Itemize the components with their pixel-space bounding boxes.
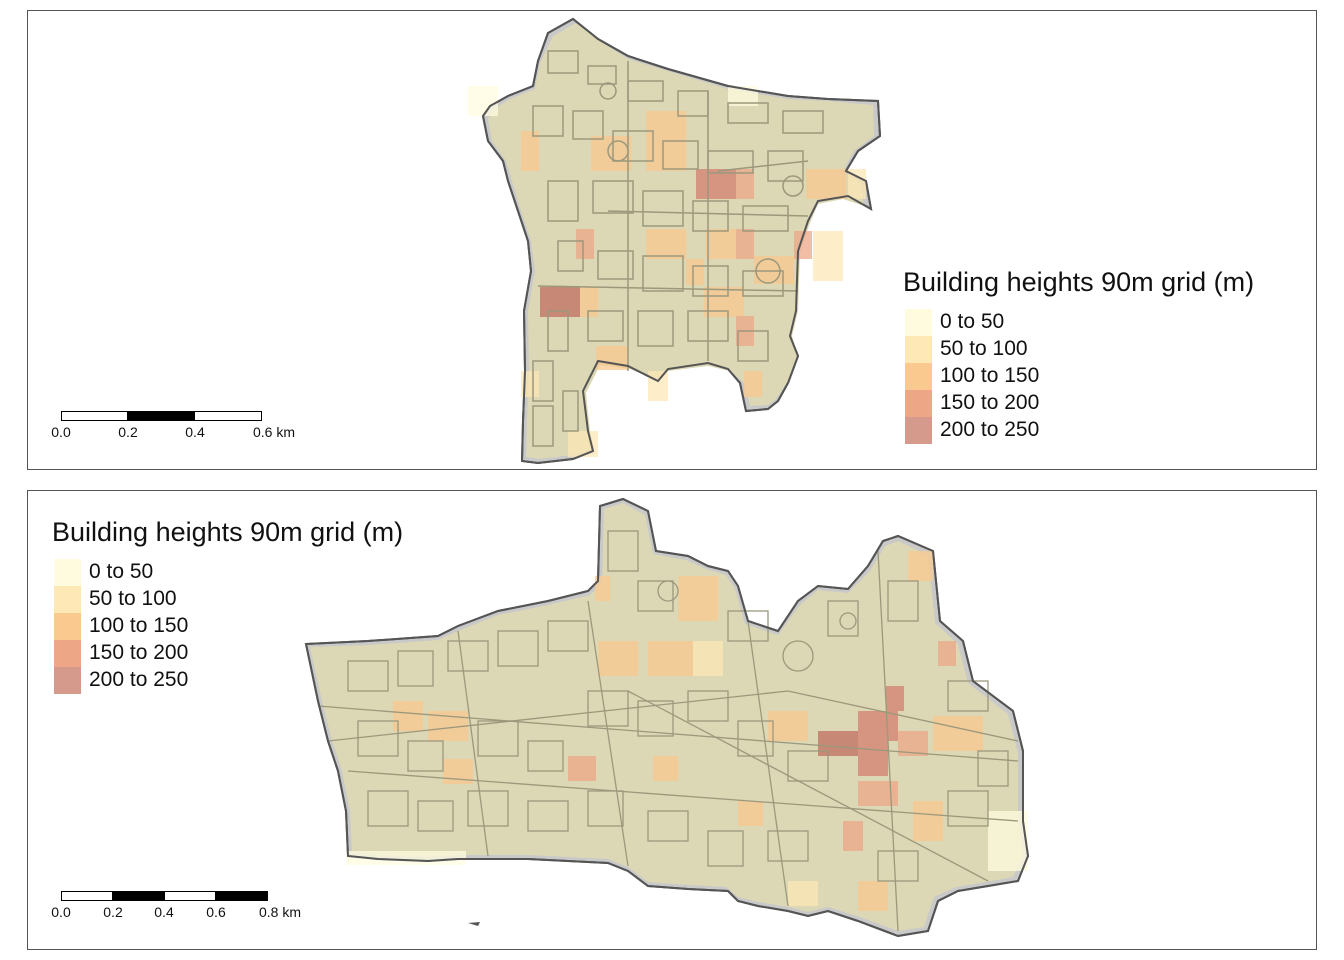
legend-swatch bbox=[54, 640, 81, 667]
map-canvas-top[interactable] bbox=[28, 11, 1316, 469]
legend-swatch bbox=[54, 586, 81, 613]
legend-label: 150 to 200 bbox=[89, 641, 189, 664]
scale-tick: 0.6 km bbox=[252, 424, 296, 440]
scale-tick: 0.2 bbox=[103, 904, 123, 920]
legend-swatch bbox=[905, 417, 932, 444]
legend-label: 0 to 50 bbox=[940, 310, 1005, 333]
legend-label: 200 to 250 bbox=[940, 418, 1040, 441]
boundary-outline bbox=[304, 497, 1030, 938]
scale-bar: 0.0 0.2 0.4 0.6 km bbox=[51, 411, 301, 451]
legend-swatch bbox=[905, 363, 932, 390]
legend-label: 0 to 50 bbox=[89, 560, 154, 583]
scale-tick: 0.8 km bbox=[258, 904, 302, 920]
legend-swatch bbox=[905, 336, 932, 363]
scale-bar-graphic bbox=[61, 411, 262, 421]
scale-tick: 0.6 bbox=[206, 904, 226, 920]
legend-label: 200 to 250 bbox=[89, 668, 189, 691]
scale-tick: 0.2 bbox=[118, 424, 138, 440]
legend-swatch bbox=[905, 390, 932, 417]
building-outlines bbox=[317, 530, 1019, 932]
legend-swatch bbox=[905, 309, 932, 336]
map-panel-top: Building heights 90m grid (m) 0 to 50 50… bbox=[27, 10, 1317, 470]
legend-swatch bbox=[54, 667, 81, 694]
scale-bar-graphic bbox=[61, 891, 268, 901]
boundary-outline bbox=[481, 17, 882, 465]
legend-label: 50 to 100 bbox=[89, 587, 177, 610]
legend-label: 100 to 150 bbox=[940, 364, 1040, 387]
scale-tick: 0.0 bbox=[51, 904, 71, 920]
legend-title: Building heights 90m grid (m) bbox=[903, 267, 1255, 297]
scale-bar: 0.0 0.2 0.4 0.6 0.8 km bbox=[51, 891, 321, 931]
legend-label: 50 to 100 bbox=[940, 337, 1028, 360]
scale-tick: 0.4 bbox=[185, 424, 205, 440]
building-outlines bbox=[532, 50, 824, 447]
legend-label: 100 to 150 bbox=[89, 614, 189, 637]
map-panel-bottom: Building heights 90m grid (m) 0 to 50 50… bbox=[27, 490, 1317, 950]
legend-swatch bbox=[54, 613, 81, 640]
legend-label: 150 to 200 bbox=[940, 391, 1040, 414]
map-canvas-bottom[interactable] bbox=[28, 491, 1316, 949]
small-island bbox=[468, 922, 480, 926]
scale-tick: 0.0 bbox=[51, 424, 71, 440]
height-grid bbox=[468, 86, 866, 457]
legend-title: Building heights 90m grid (m) bbox=[52, 517, 404, 547]
scale-tick: 0.4 bbox=[154, 904, 174, 920]
legend-swatch bbox=[54, 559, 81, 586]
